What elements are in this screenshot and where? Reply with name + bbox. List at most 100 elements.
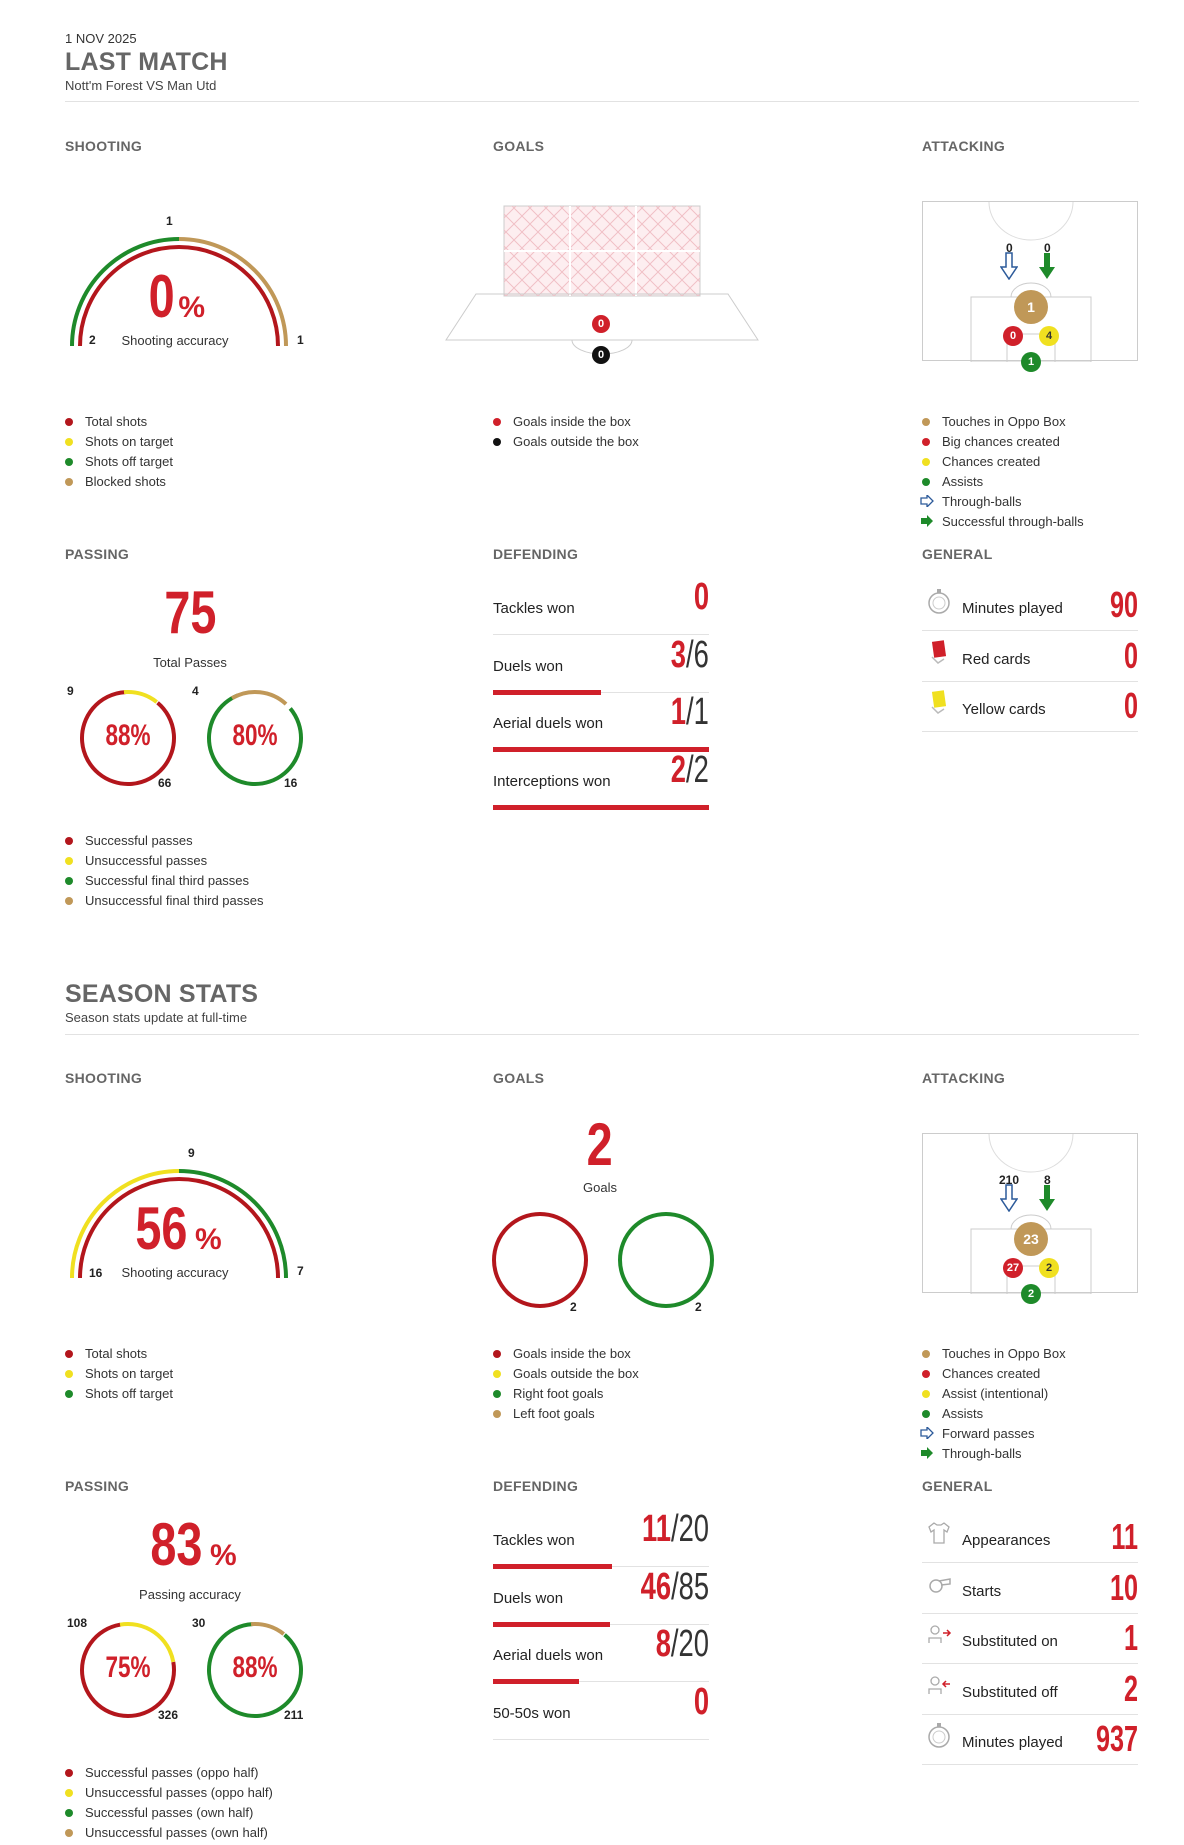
gauge-left-label: 2 [89, 333, 96, 347]
season-shooting-gauge [70, 1169, 288, 1279]
season-goals-heading: GOALS [493, 1070, 545, 1086]
general-value: 937 [1095, 1718, 1138, 1759]
season-shooting-accuracy-value: 56% [135, 1195, 222, 1262]
passing-ring-right [207, 690, 303, 786]
general-value: 0 [1123, 634, 1138, 676]
season-goals-value: 2 [586, 1111, 614, 1178]
general-value: 10 [1109, 1566, 1138, 1608]
defending-value: 1/1 [670, 691, 709, 733]
general-label: Minutes played [962, 1734, 1063, 1751]
general-label: Starts [962, 1582, 1002, 1600]
shooting-accuracy-caption: Shooting accuracy [121, 333, 229, 348]
divider [65, 1034, 1139, 1035]
defending-value: 0 [693, 576, 709, 618]
goal-frame-graphic [445, 205, 759, 355]
season-through-balls-count: 8 [1044, 1173, 1051, 1187]
divider [922, 1562, 1138, 1563]
divider [922, 731, 1138, 732]
shirt-icon [926, 1520, 952, 1546]
season-attacking-legend: Touches in Oppo Box Chances created Assi… [920, 1344, 1066, 1464]
season-goals-caption: Goals [583, 1180, 617, 1195]
successful-through-ball-arrow-icon [1039, 253, 1055, 279]
stopwatch-icon [926, 588, 952, 614]
sub-off-icon [926, 1672, 952, 1698]
attacking-heading: ATTACKING [922, 138, 1006, 154]
outline-arrow-icon [920, 495, 934, 507]
defending-row: Duels won 46/85 [493, 1566, 709, 1627]
general-label: Minutes played [962, 600, 1063, 617]
general-value: 11 [1111, 1516, 1138, 1557]
passing-legend: Successful passes Unsuccessful passes Su… [65, 831, 263, 911]
defending-label: 50-50s won [493, 1704, 571, 1722]
divider [65, 101, 1139, 102]
divider [922, 1612, 1138, 1614]
season-passing-left-bottom: 326 [158, 1708, 179, 1722]
legend-item: Shots on target [65, 432, 173, 452]
general-value: 2 [1123, 1667, 1138, 1709]
chances-created-marker: 4 [1039, 326, 1059, 346]
goals-heading: GOALS [493, 138, 545, 154]
divider [922, 630, 1138, 631]
legend-item: Successful passes [65, 831, 263, 851]
defending-value: 11/20 [642, 1508, 709, 1550]
legend-item: Goals inside the box [493, 412, 639, 432]
defending-track [493, 634, 709, 635]
season-passing-right-pct: 88% [232, 1651, 278, 1684]
legend-item: Unsuccessful passes (oppo half) [65, 1783, 273, 1803]
passing-left-bottom: 66 [158, 776, 172, 790]
season-assist-intentional-marker: 2 [1039, 1258, 1059, 1278]
shooting-accuracy-value: 0% [148, 263, 206, 330]
legend-item: Right foot goals [493, 1384, 639, 1404]
season-general-heading: GENERAL [922, 1478, 993, 1494]
season-defending-heading: DEFENDING [493, 1478, 579, 1494]
match-fixture: Nott'm Forest VS Man Utd [65, 78, 217, 93]
season-passing-left-top: 108 [67, 1616, 88, 1630]
season-shooting-legend: Total shots Shots on target Shots off ta… [65, 1344, 173, 1404]
season-gauge-right-label: 7 [297, 1264, 304, 1278]
green-arrow-icon [921, 1447, 933, 1459]
gauge-top-label: 1 [166, 214, 173, 228]
divider [922, 1713, 1138, 1715]
last-match-title: LAST MATCH [65, 48, 228, 76]
legend-item: Shots off target [65, 1384, 173, 1404]
season-assists-marker: 2 [1021, 1284, 1041, 1304]
attacking-legend: Touches in Oppo Box Big chances created … [920, 412, 1084, 532]
divider [922, 680, 1138, 682]
general-label: Appearances [962, 1532, 1051, 1549]
sub-on-icon [926, 1621, 952, 1647]
stopwatch-icon [926, 1722, 952, 1748]
defending-label: Aerial duels won [493, 1647, 604, 1664]
shooting-legend: Total shots Shots on target Shots off ta… [65, 412, 173, 492]
forward-passes-count: 210 [999, 1173, 1020, 1187]
passing-right-pct: 80% [232, 719, 278, 752]
defending-value: 3/6 [670, 633, 709, 676]
legend-item: Assist (intentional) [922, 1384, 1066, 1404]
season-shooting-heading: SHOOTING [65, 1070, 143, 1086]
total-passes-value: 75 [163, 579, 217, 646]
defending-track [493, 1681, 709, 1682]
season-passing-heading: PASSING [65, 1478, 130, 1494]
legend-item: Goals outside the box [493, 1364, 639, 1384]
gauge-right-label: 1 [297, 333, 304, 347]
legend-item: Goals inside the box [493, 1344, 639, 1364]
season-passing-accuracy-caption: Passing accuracy [139, 1587, 241, 1602]
general-value: 1 [1123, 1617, 1138, 1658]
legend-item: Unsuccessful passes [65, 851, 263, 871]
shooting-gauge [70, 237, 288, 347]
goals-inside-ring [492, 1212, 588, 1308]
defending-row: Duels won 3/6 [493, 634, 709, 695]
general-value: 90 [1109, 584, 1138, 625]
total-passes-caption: Total Passes [153, 655, 227, 670]
through-balls-count: 0 [1006, 241, 1013, 255]
goals-legend: Goals inside the box Goals outside the b… [493, 412, 639, 452]
assists-marker: 1 [1021, 352, 1041, 372]
season-passing-left-pct: 75% [105, 1651, 151, 1684]
passing-ring-left [80, 690, 176, 786]
season-shooting-accuracy-caption: Shooting accuracy [121, 1265, 229, 1280]
season-passing-ring-right [207, 1622, 303, 1718]
whistle-icon [926, 1571, 952, 1597]
match-date: 1 NOV 2025 [65, 31, 137, 46]
defending-track [493, 1738, 709, 1740]
yellow-card-icon [926, 689, 952, 715]
